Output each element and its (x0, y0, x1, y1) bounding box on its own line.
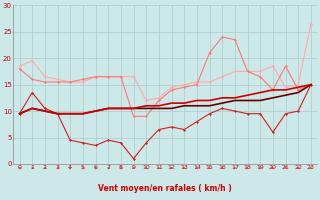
X-axis label: Vent moyen/en rafales ( km/h ): Vent moyen/en rafales ( km/h ) (98, 184, 232, 193)
